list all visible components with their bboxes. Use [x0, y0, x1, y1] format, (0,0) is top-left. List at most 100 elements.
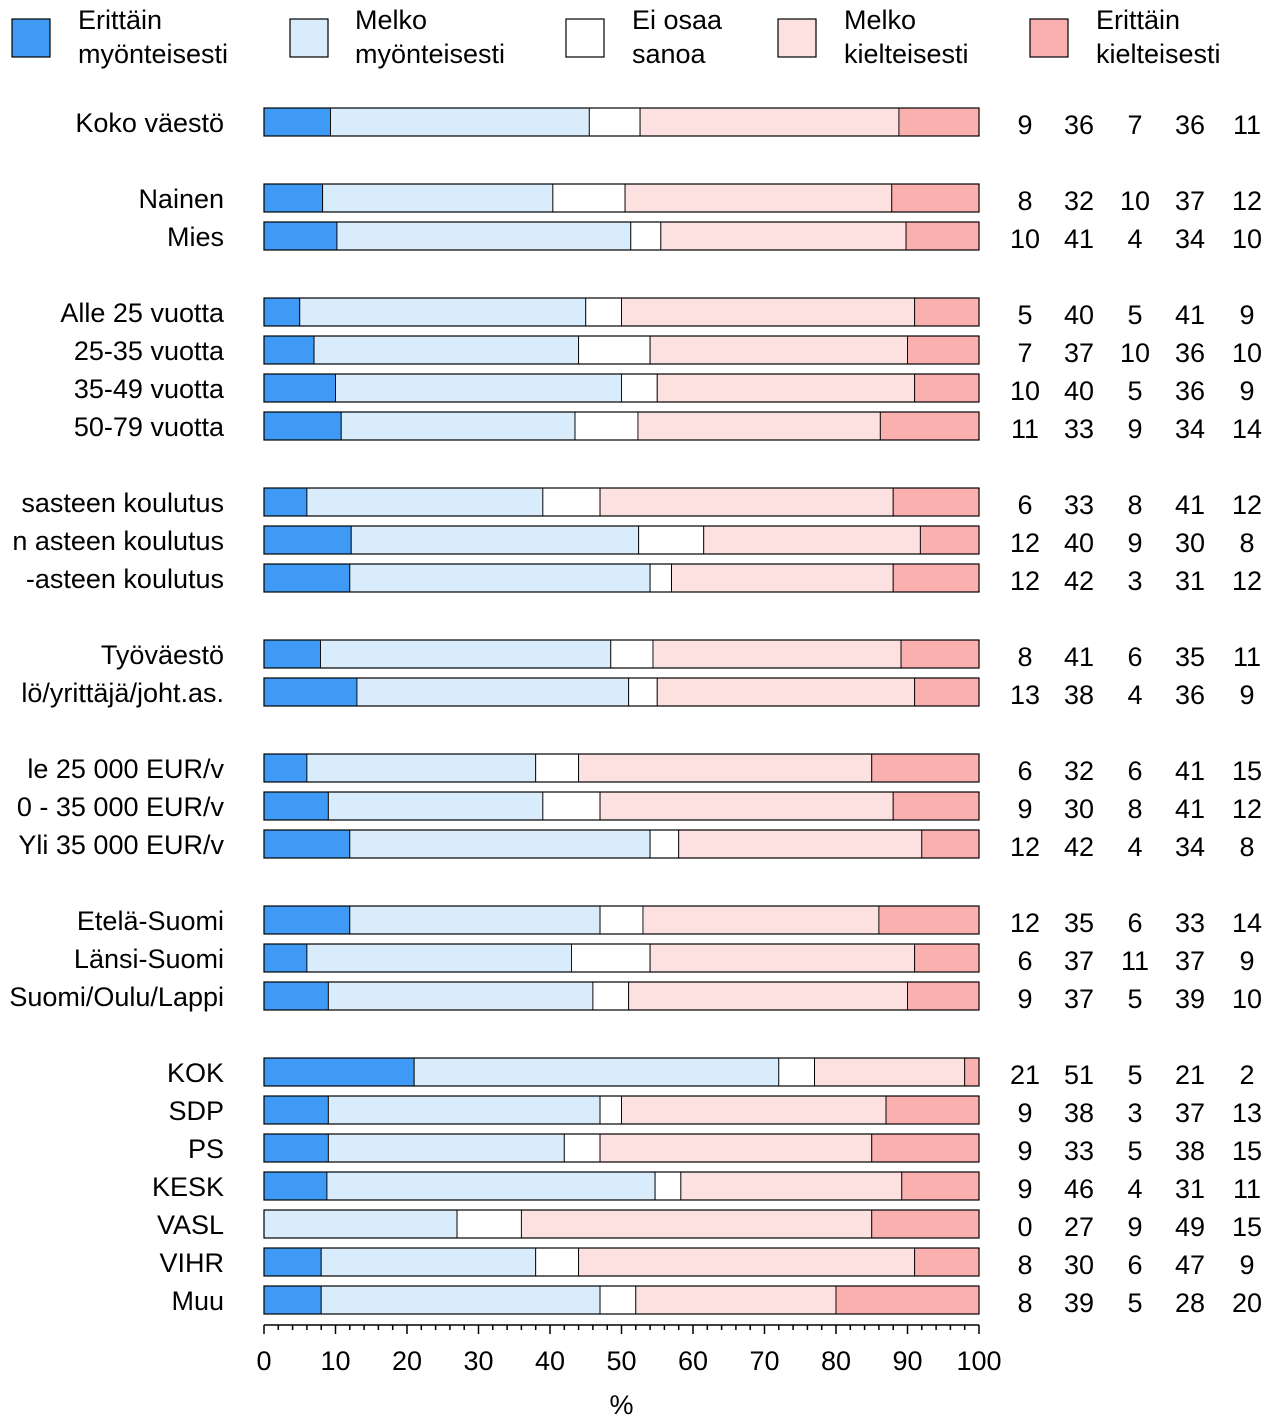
value-label: 12 — [1232, 566, 1262, 596]
bar-segment — [336, 221, 632, 251]
bar-segment — [621, 1095, 887, 1125]
value-label: 8 — [1239, 528, 1254, 558]
legend-label: myönteisesti — [78, 39, 228, 69]
bar-segment — [263, 1057, 415, 1087]
value-label: 33 — [1175, 908, 1205, 938]
bar-segment — [327, 791, 544, 821]
bar-segment — [610, 639, 654, 669]
value-label: 12 — [1232, 490, 1262, 520]
x-tick-label: 90 — [892, 1346, 922, 1376]
value-label: 10 — [1232, 338, 1262, 368]
value-label: 10 — [1120, 338, 1150, 368]
row-label: 50-79 vuotta — [74, 412, 225, 442]
value-label: 9 — [1017, 794, 1032, 824]
bar-segment — [638, 525, 705, 555]
row-label: KESK — [152, 1172, 224, 1202]
value-label: 11 — [1121, 946, 1149, 976]
value-label: 12 — [1010, 908, 1040, 938]
bar-row: Nainen 8 32 10 37 12 — [138, 183, 1262, 216]
bar-segment — [599, 905, 644, 935]
bar-segment — [592, 981, 630, 1011]
bar-segment — [919, 525, 980, 555]
bar-segment — [263, 1133, 329, 1163]
value-label: 9 — [1017, 1098, 1032, 1128]
bar-segment — [639, 107, 900, 137]
bar-row: 25-35 vuotta 7 37 10 36 10 — [74, 335, 1262, 368]
bar-row: 50-79 vuotta 11 33 9 34 14 — [74, 411, 1262, 444]
value-label: 15 — [1232, 1136, 1262, 1166]
legend-label: Erittäin — [1096, 5, 1180, 35]
bar-segment — [871, 753, 980, 783]
row-label: Muu — [171, 1286, 224, 1316]
value-label: 21 — [1010, 1060, 1040, 1090]
bar-segment — [649, 563, 672, 593]
bar-outline — [263, 1057, 980, 1087]
bar-segment — [624, 183, 893, 213]
value-label: 33 — [1064, 1136, 1094, 1166]
bar-segment — [630, 221, 662, 251]
bar-segment — [898, 107, 980, 137]
value-label: 9 — [1239, 680, 1254, 710]
value-label: 41 — [1064, 642, 1094, 672]
bar-segment — [905, 221, 980, 251]
bar-segment — [306, 943, 572, 973]
bar-outline — [263, 1171, 980, 1201]
bar-segment — [642, 905, 880, 935]
bar-segment — [964, 1057, 980, 1087]
value-label: 8 — [1127, 794, 1142, 824]
bar-row: SDP 9 38 3 37 13 — [168, 1095, 1262, 1128]
value-label: 41 — [1064, 224, 1094, 254]
bar-row: sasteen koulutus 6 33 8 41 12 — [21, 487, 1262, 520]
bar-segment — [263, 943, 308, 973]
value-label: 7 — [1127, 110, 1142, 140]
bar-segment — [306, 753, 537, 783]
value-label: 9 — [1239, 1250, 1254, 1280]
bar-segment — [892, 791, 980, 821]
value-label: 9 — [1127, 528, 1142, 558]
bar-segment — [914, 943, 980, 973]
x-tick-label: 40 — [535, 1346, 565, 1376]
bar-segment — [871, 1209, 980, 1239]
bar-segment — [535, 753, 580, 783]
bar-segment — [879, 411, 980, 441]
bar-outline — [263, 411, 980, 441]
bar-segment — [660, 221, 907, 251]
bar-segment — [263, 791, 329, 821]
bar-segment — [542, 791, 601, 821]
row-label: lö/yrittäjä/joht.as. — [21, 678, 224, 708]
bar-segment — [320, 1285, 601, 1315]
value-label: 10 — [1232, 224, 1262, 254]
bar-segment — [871, 1133, 980, 1163]
value-label: 5 — [1127, 300, 1142, 330]
bar-segment — [914, 297, 980, 327]
bar-segment — [456, 1209, 522, 1239]
row-label: VIHR — [159, 1248, 224, 1278]
value-label: 9 — [1017, 110, 1032, 140]
bar-segment — [680, 1171, 903, 1201]
bar-segment — [907, 981, 980, 1011]
bar-segment — [263, 1247, 322, 1277]
row-label: Alle 25 vuotta — [60, 298, 225, 328]
value-label: 51 — [1064, 1060, 1094, 1090]
value-label: 8 — [1239, 832, 1254, 862]
bar-row: Koko väestö 9 36 7 36 11 — [75, 107, 1261, 140]
bar-outline — [263, 677, 980, 707]
bar-segment — [599, 1133, 873, 1163]
plot-area: Koko väestö 9 36 7 36 11 Nainen 8 32 10 37 12 Mies 10… — [9, 107, 1262, 1318]
bar-segment — [340, 411, 576, 441]
bar-segment — [535, 1247, 580, 1277]
x-tick-label: 50 — [606, 1346, 636, 1376]
bar-segment — [678, 829, 923, 859]
value-label: 27 — [1064, 1212, 1094, 1242]
row-label: Nainen — [138, 184, 224, 214]
bar-segment — [921, 829, 980, 859]
bar-segment — [263, 639, 321, 669]
x-tick-label: 0 — [256, 1346, 271, 1376]
row-label: Mies — [167, 222, 224, 252]
bar-segment — [263, 1209, 458, 1239]
value-label: 40 — [1064, 528, 1094, 558]
value-label: 15 — [1232, 756, 1262, 786]
legend-label: kielteisesti — [1096, 39, 1221, 69]
value-label: 35 — [1064, 908, 1094, 938]
value-label: 12 — [1232, 186, 1262, 216]
